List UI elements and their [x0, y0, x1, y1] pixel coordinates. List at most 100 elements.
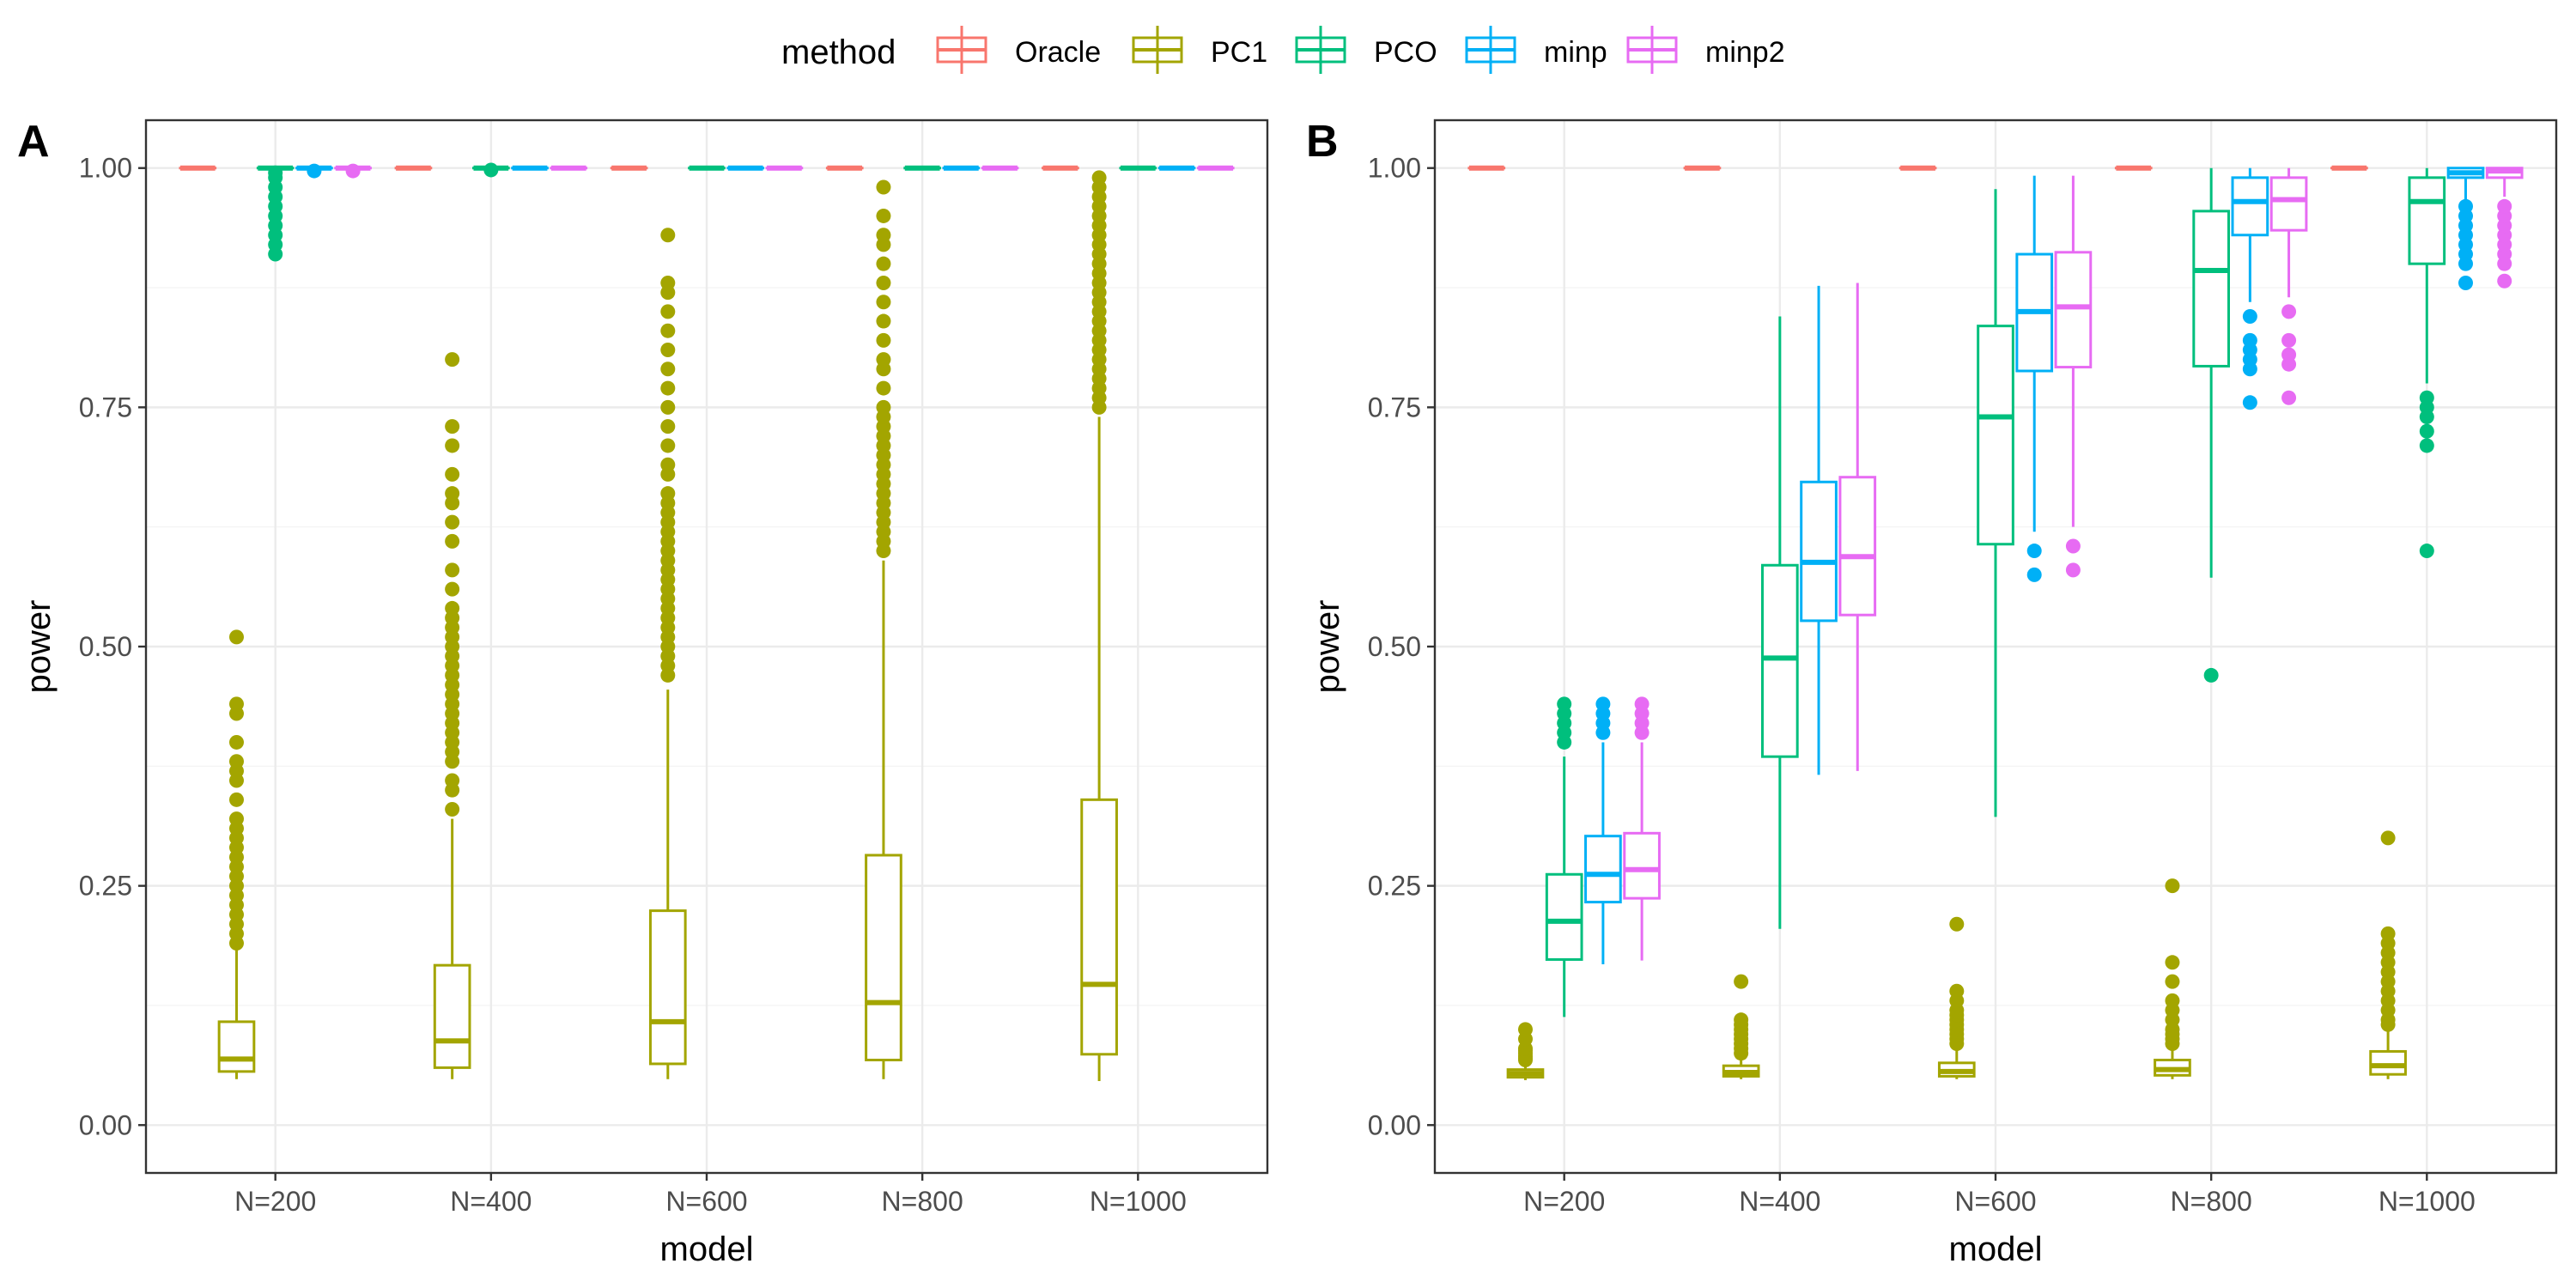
outlier-point	[2242, 395, 2257, 410]
outlier-point	[228, 811, 244, 827]
legend-label-oracle: Oracle	[1015, 36, 1101, 69]
box-body	[2192, 210, 2230, 368]
box-pco-n200	[1545, 696, 1583, 1018]
outlier-point	[660, 486, 676, 501]
outlier-point	[445, 581, 460, 597]
box-body	[1977, 325, 2014, 546]
outlier-point	[445, 352, 460, 368]
outlier-point	[1949, 916, 1965, 932]
y-axis-title: power	[20, 600, 58, 694]
legend-entry-pco: PCO	[1295, 26, 1437, 74]
y-tick-label: 0.75	[79, 392, 132, 422]
y-tick-label: 0.50	[1368, 631, 1421, 662]
series-pc1	[1506, 830, 2407, 1080]
y-tick-label: 0.50	[79, 631, 132, 662]
outlier-point	[1091, 170, 1107, 185]
box-pc1-n1000	[1080, 170, 1118, 1082]
box-pc1-n600	[648, 228, 687, 1079]
outlier-point	[445, 514, 460, 530]
box-minp-n600	[2015, 175, 2054, 582]
legend-label-minp: minp	[1544, 36, 1607, 69]
outlier-point	[2203, 667, 2219, 683]
outlier-point	[2380, 926, 2396, 941]
outlier-point	[228, 792, 244, 807]
box-body	[2369, 1049, 2407, 1076]
outlier-point	[445, 600, 460, 616]
box-pc1-n800	[2154, 878, 2191, 1079]
x-tick-label: N=200	[1523, 1186, 1605, 1217]
boxplots	[179, 162, 1235, 1082]
outlier-point	[660, 304, 676, 319]
outlier-point	[876, 179, 891, 195]
outlier-point	[660, 228, 676, 243]
y-tick-label: 0.25	[79, 871, 132, 902]
box-pc1-n1000	[2369, 830, 2407, 1079]
box-body	[2269, 176, 2308, 232]
y-tick-label: 0.75	[1368, 392, 1421, 422]
box-body	[2054, 251, 2093, 369]
outlier-point	[2165, 878, 2180, 894]
legend-entry-oracle: Oracle	[936, 26, 1101, 74]
box-minp-n1000	[2446, 167, 2485, 290]
outlier-point	[660, 438, 676, 453]
box-body	[217, 1020, 256, 1073]
x-tick-label: N=1000	[1090, 1186, 1187, 1217]
outlier-point	[1734, 1012, 1749, 1028]
outlier-point	[876, 275, 891, 290]
box-minp-n200	[1584, 696, 1622, 965]
outlier-point	[2026, 567, 2042, 582]
y-tick-label: 0.25	[1368, 871, 1421, 902]
outlier-point	[2419, 544, 2434, 559]
outlier-point	[876, 208, 891, 223]
series-minp	[1584, 167, 2485, 965]
outlier-point	[2458, 198, 2474, 214]
box-body	[1584, 835, 1622, 904]
box-body	[865, 854, 902, 1061]
outlier-point	[345, 163, 361, 179]
outlier-point	[228, 696, 244, 712]
outlier-point	[660, 457, 676, 472]
panel-tag: A	[17, 117, 50, 167]
box-pco-n400	[1761, 316, 1799, 929]
outlier-point	[228, 754, 244, 769]
outlier-point	[1634, 696, 1649, 712]
box-body	[648, 909, 687, 1066]
outlier-point	[2419, 423, 2434, 439]
outlier-point	[2281, 332, 2297, 348]
legend-entry-minp: minp	[1465, 26, 1607, 74]
outlier-point	[2458, 275, 2474, 290]
outlier-point	[228, 734, 244, 750]
y-tick-label: 0.00	[1368, 1109, 1421, 1140]
box-body	[1623, 831, 1661, 900]
series-minp2	[1623, 167, 2524, 961]
outlier-point	[1557, 696, 1572, 712]
series-pco	[256, 162, 1157, 262]
box-minp2-n1000	[2485, 167, 2524, 289]
outlier-point	[660, 275, 676, 290]
x-axis-title: model	[660, 1230, 754, 1268]
x-tick-label: N=800	[882, 1186, 963, 1217]
outlier-point	[2065, 562, 2081, 578]
legend-label-pc1: PC1	[1211, 36, 1267, 69]
legend-entry-pc1: PC1	[1132, 26, 1267, 74]
box-minp-n200	[295, 163, 333, 179]
box-body	[1761, 563, 1799, 758]
y-tick-label: 1.00	[79, 153, 132, 184]
y-tick-label: 1.00	[1368, 153, 1421, 184]
x-tick-label: N=600	[1954, 1186, 2036, 1217]
box-pco-n200	[256, 165, 295, 262]
box-pc1-n200	[1506, 1022, 1545, 1080]
box-pco-n400	[472, 162, 510, 178]
outlier-point	[660, 399, 676, 415]
legend-title: method	[781, 33, 896, 71]
x-tick-label: N=400	[1739, 1186, 1820, 1217]
box-minp2-n200	[1623, 696, 1661, 961]
boxplots	[1467, 165, 2524, 1080]
outlier-point	[660, 361, 676, 377]
outlier-point	[445, 562, 460, 578]
panel-a: 0.00 0.25 0.50 0.75 1.00 N=200 N=400 N=600 N=800…	[17, 117, 1269, 1268]
x-axis-title: model	[1949, 1230, 2043, 1268]
x-tick-label: N=200	[234, 1186, 316, 1217]
outlier-point	[445, 773, 460, 788]
